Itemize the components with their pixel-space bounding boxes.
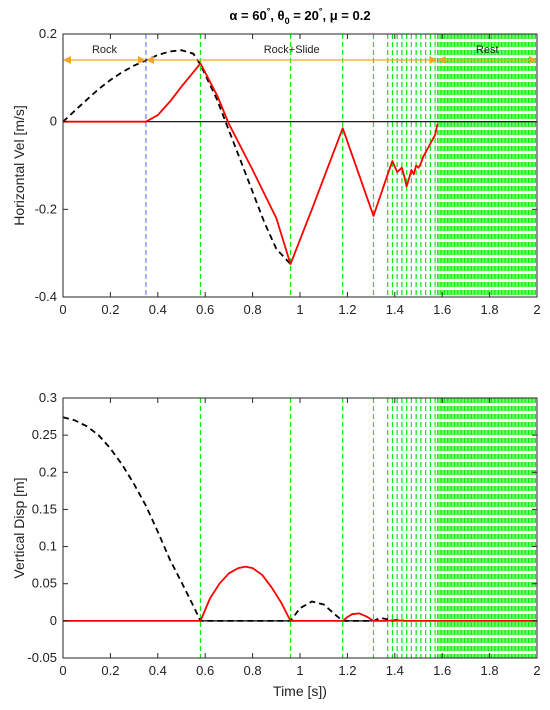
x-tick-label: 0.4: [149, 302, 167, 317]
x-tick-label: 1.4: [386, 302, 404, 317]
x-tick-label: 1.6: [433, 663, 451, 678]
y-tick-label: 0.2: [39, 26, 57, 41]
x-tick-label: 1: [296, 663, 303, 678]
x-tick-label: 0: [59, 302, 66, 317]
region-arrow-head-right: [529, 56, 537, 64]
top-chart-horizontal-velocity: Rock Rock+Slide Rest 0 0.2 0.4 0.6 0.8 1 1.2 1.4 1.…: [11, 26, 541, 317]
x-tick-label: 0.8: [244, 663, 262, 678]
y-tick-label: 0.3: [39, 390, 57, 405]
x-tick-label: 1.2: [338, 663, 356, 678]
region-label: Rock: [92, 44, 118, 56]
y-tick-label: 0.15: [32, 501, 57, 516]
x-tick-label: 0.2: [101, 302, 119, 317]
y-tick-label: 0: [50, 613, 57, 628]
region-arrow-head-left: [145, 56, 154, 64]
x-tick-label: 1.2: [338, 302, 356, 317]
region-arrow-head-right: [429, 56, 438, 64]
plot-area: [63, 34, 537, 297]
y-axis-label: Vertical Disp [m]: [11, 477, 27, 578]
x-tick-label: 2: [533, 663, 540, 678]
x-tick-label: 0.6: [196, 302, 214, 317]
x-axis-label: Time [s]): [273, 683, 327, 699]
x-tick-label: 2: [533, 302, 540, 317]
region-arrow-head-right: [137, 56, 146, 64]
region-label: Rest: [476, 44, 499, 56]
y-tick-label: 0.05: [32, 576, 57, 591]
x-tick-label: 0.2: [101, 663, 119, 678]
figure-title: α = 60°, θ0 = 20°, μ = 0.2: [229, 6, 370, 26]
y-tick-label: 0: [50, 114, 57, 129]
y-tick-label: -0.4: [35, 289, 57, 304]
x-tick-label: 1: [296, 302, 303, 317]
x-tick-label: 0.4: [149, 663, 167, 678]
bottom-chart-vertical-displacement: 0 0.2 0.4 0.6 0.8 1 1.2 1.4 1.6 1.8 2 0.3 0.25 0.2 0.1…: [11, 390, 541, 699]
rigid-model-dashed-curve: [62, 49, 292, 265]
response-red-curve: [63, 62, 439, 266]
response-red-curve: [63, 565, 537, 622]
x-tick-label: 0.6: [196, 663, 214, 678]
plot-area: [63, 398, 537, 658]
region-arrow-head-left: [63, 56, 71, 64]
rigid-model-dashed-curve: [62, 416, 405, 622]
x-tick-label: 1.8: [481, 302, 499, 317]
y-tick-label: -0.05: [27, 650, 57, 665]
x-tick-label: 1.6: [433, 302, 451, 317]
y-tick-label: -0.2: [35, 201, 57, 216]
x-tick-label: 0: [59, 663, 66, 678]
region-arrow-head-left: [437, 56, 446, 64]
x-tick-label: 1.8: [481, 663, 499, 678]
y-axis-label: Horizontal Vel [m/s]: [11, 105, 27, 226]
region-label: Rock+Slide: [264, 44, 320, 56]
y-tick-label: 0.2: [39, 464, 57, 479]
y-tick-label: 0.1: [39, 539, 57, 554]
x-tick-label: 1.4: [386, 663, 404, 678]
y-tick-label: 0.25: [32, 427, 57, 442]
x-tick-label: 0.8: [244, 302, 262, 317]
